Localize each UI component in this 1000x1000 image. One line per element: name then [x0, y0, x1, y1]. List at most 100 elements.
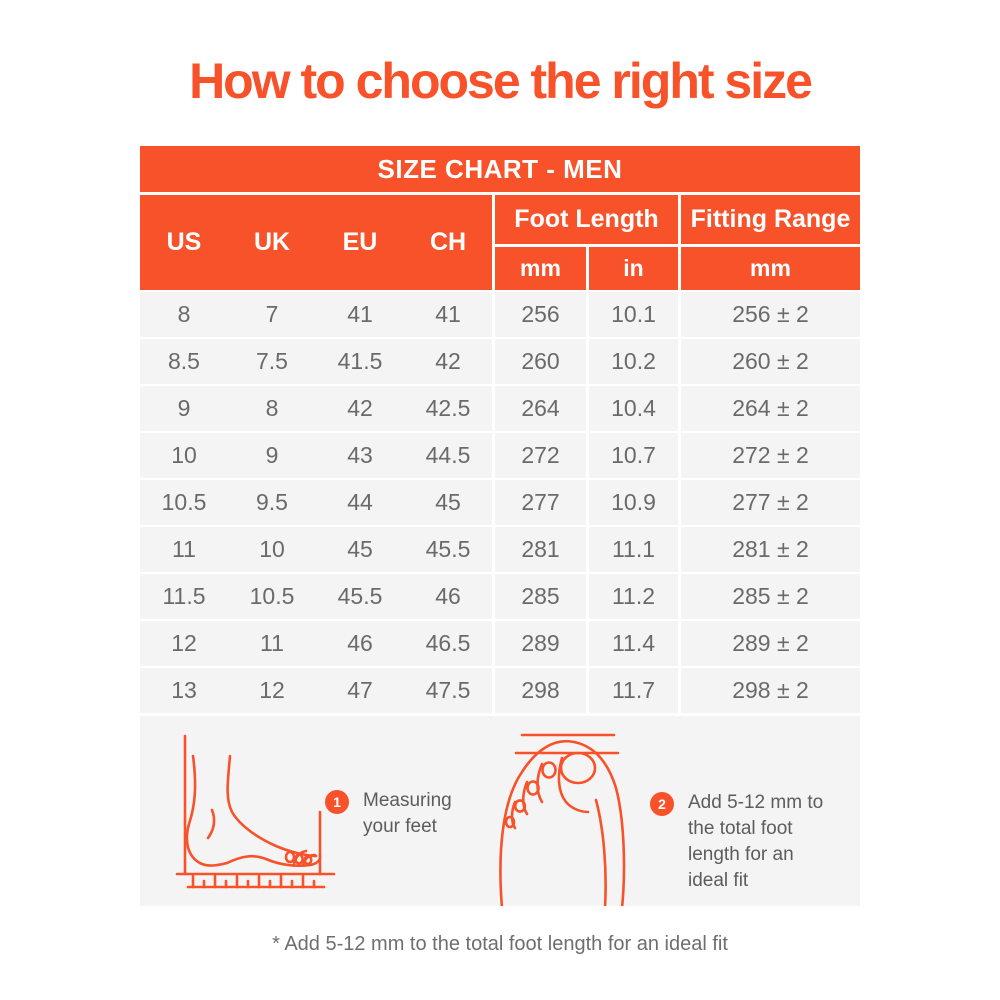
table-cell: 41.5 [337, 348, 383, 374]
table-cell: 47 [347, 677, 373, 703]
table-cell: 42 [347, 395, 373, 421]
table-cell: 260 ± 2 [678, 339, 860, 384]
table-row: 10 9 43 44.5 272 10.7 272 ± 2 [140, 433, 860, 478]
table-cell: 47.5 [425, 677, 471, 703]
table-cell: 277 [492, 480, 586, 525]
table-cell: 12 [171, 630, 197, 656]
table-cell: 256 ± 2 [678, 292, 860, 337]
table-cell: 260 [492, 339, 586, 384]
table-cell: 10.9 [586, 480, 678, 525]
table-cell: 11.7 [586, 668, 678, 713]
table-cell: 41 [435, 301, 461, 327]
table-cell: 285 [492, 574, 586, 619]
table-row: 9 8 42 42.5 264 10.4 264 ± 2 [140, 386, 860, 431]
table-cell: 10 [171, 442, 197, 468]
table-cell: 289 [492, 621, 586, 666]
table-cell: 45.5 [337, 583, 383, 609]
table-cell: 45 [347, 536, 373, 562]
table-cell: 11 [260, 630, 284, 656]
table-cell: 42.5 [425, 395, 471, 421]
table-cell: 44.5 [425, 442, 471, 468]
table-cell: 281 ± 2 [678, 527, 860, 572]
header-foot-length: Foot Length [495, 195, 678, 244]
step-1-text: Measuring your feet [363, 788, 452, 840]
footnote: * Add 5-12 mm to the total foot length f… [272, 933, 728, 955]
header-size-systems: US UK EU CH [140, 195, 492, 290]
table-cell: 298 ± 2 [678, 668, 860, 713]
step-2-badge: 2 [650, 792, 674, 816]
table-cell: 42 [435, 348, 461, 374]
table-cell: 11 [172, 536, 196, 562]
table-body: 8 7 41 41 256 10.1 256 ± 2 8.5 7.5 41.5 42 260 10.2 2… [140, 292, 860, 713]
foot-side-view-illustration [175, 734, 336, 889]
table-cell: 281 [492, 527, 586, 572]
table-row: 10.5 9.5 44 45 277 10.9 277 ± 2 [140, 480, 860, 525]
table-cell: 46 [347, 630, 373, 656]
table-cell: 12 [259, 677, 285, 703]
size-chart-table: SIZE CHART - MEN US UK EU CH Foot Length… [140, 146, 860, 713]
table-cell: 264 ± 2 [678, 386, 860, 431]
table-cell: 10.2 [586, 339, 678, 384]
table-cell: 298 [492, 668, 586, 713]
table-cell: 11.1 [586, 527, 678, 572]
table-row: 8.5 7.5 41.5 42 260 10.2 260 ± 2 [140, 339, 860, 384]
step-1: 1 Measuring your feet [325, 788, 452, 840]
header-foot-length-in: in [589, 247, 678, 290]
table-cell: 10.5 [249, 583, 295, 609]
table-cell: 264 [492, 386, 586, 431]
header-fitting-range: Fitting Range [681, 195, 860, 244]
header-fitting-range-mm: mm [681, 247, 860, 290]
table-row: 8 7 41 41 256 10.1 256 ± 2 [140, 292, 860, 337]
table-cell: 41 [347, 301, 373, 327]
table-cell: 9.5 [256, 489, 288, 515]
table-row: 11 10 45 45.5 281 11.1 281 ± 2 [140, 527, 860, 572]
table-cell: 46.5 [425, 630, 471, 656]
header-ch: CH [429, 228, 467, 256]
header-foot-length-mm: mm [495, 247, 586, 290]
table-cell: 9 [265, 442, 279, 468]
foot-top-view-illustration [499, 733, 626, 906]
table-cell: 256 [492, 292, 586, 337]
table-cell: 45.5 [425, 536, 471, 562]
table-cell: 44 [347, 489, 373, 515]
step-1-badge: 1 [325, 790, 349, 814]
table-cell: 10.7 [586, 433, 678, 478]
table-cell: 8.5 [168, 348, 200, 374]
table-cell: 13 [171, 677, 197, 703]
table-cell: 10.5 [161, 489, 207, 515]
step-2-line: ideal fit [688, 870, 749, 891]
step-2-line: Add 5-12 mm to [688, 792, 824, 813]
table-cell: 9 [177, 395, 191, 421]
table-cell: 277 ± 2 [678, 480, 860, 525]
table-cell: 272 [492, 433, 586, 478]
header-uk: UK [253, 228, 291, 256]
table-banner: SIZE CHART - MEN [140, 146, 860, 192]
table-cell: 8 [265, 395, 279, 421]
step-2-line: length for an [688, 844, 794, 865]
table-cell: 46 [435, 583, 461, 609]
table-cell: 272 ± 2 [678, 433, 860, 478]
table-cell: 285 ± 2 [678, 574, 860, 619]
step-1-line: your feet [363, 816, 437, 837]
table-cell: 7 [265, 301, 279, 327]
table-cell: 8 [177, 301, 191, 327]
table-cell: 10.1 [586, 292, 678, 337]
step-2-text: Add 5-12 mm to the total foot length for… [688, 790, 823, 894]
table-cell: 10.4 [586, 386, 678, 431]
header-eu: EU [342, 228, 378, 256]
table-cell: 45 [435, 489, 461, 515]
step-1-line: Measuring [363, 790, 452, 811]
page-title: How to choose the right size [189, 53, 813, 109]
table-cell: 11.2 [586, 574, 678, 619]
table-cell: 7.5 [256, 348, 288, 374]
table-row: 13 12 47 47.5 298 11.7 298 ± 2 [140, 668, 860, 713]
table-row: 12 11 46 46.5 289 11.4 289 ± 2 [140, 621, 860, 666]
step-2-line: the total foot [688, 818, 793, 839]
table-header: US UK EU CH Foot Length Fitting Range mm… [140, 195, 860, 290]
header-us: US [166, 228, 202, 256]
table-cell: 289 ± 2 [678, 621, 860, 666]
table-cell: 10 [259, 536, 285, 562]
table-cell: 11.4 [586, 621, 678, 666]
table-row: 11.5 10.5 45.5 46 285 11.2 285 ± 2 [140, 574, 860, 619]
